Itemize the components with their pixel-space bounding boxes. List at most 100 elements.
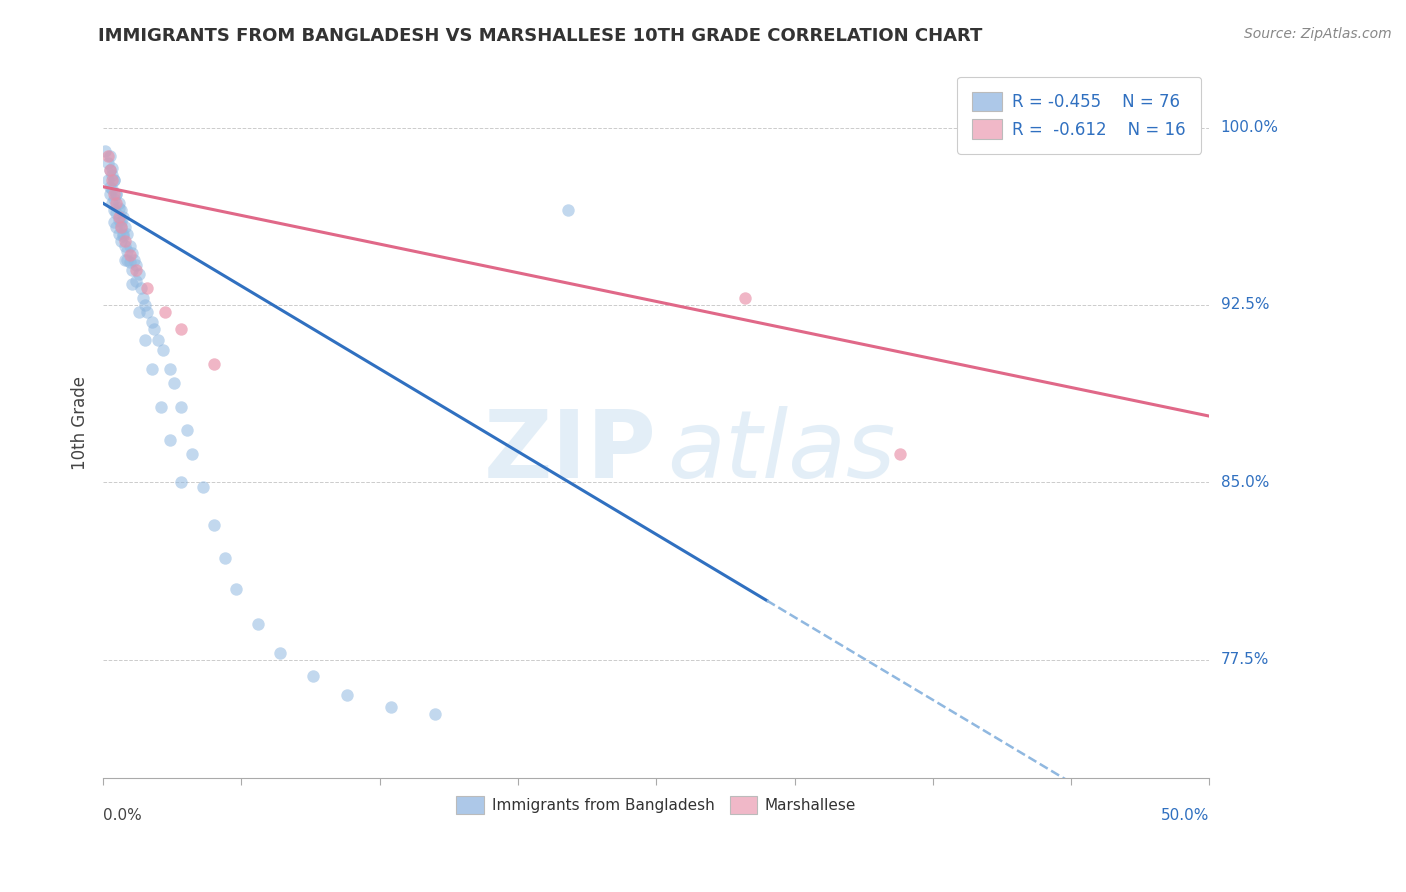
Point	[302, 669, 325, 683]
Point	[149, 400, 172, 414]
Point	[107, 211, 129, 225]
Point	[103, 192, 125, 206]
Point	[103, 203, 125, 218]
Point	[101, 182, 124, 196]
Point	[269, 646, 291, 660]
Point	[148, 334, 170, 348]
Legend: Immigrants from Bangladesh, Marshallese: Immigrants from Bangladesh, Marshallese	[450, 790, 862, 820]
Point	[117, 253, 139, 268]
Point	[107, 212, 129, 227]
Text: 85.0%: 85.0%	[1220, 475, 1268, 490]
Point	[110, 203, 132, 218]
Point	[94, 145, 117, 159]
Text: 77.5%: 77.5%	[1220, 652, 1268, 667]
Point	[114, 239, 136, 253]
Point	[159, 361, 181, 376]
Point	[96, 156, 118, 170]
Point	[112, 211, 135, 225]
Point	[247, 617, 270, 632]
Point	[110, 219, 132, 234]
Point	[122, 253, 145, 268]
Point	[118, 248, 141, 262]
Point	[110, 234, 132, 248]
Point	[98, 179, 121, 194]
Point	[128, 305, 150, 319]
Text: 0.0%: 0.0%	[103, 808, 142, 823]
Point	[129, 281, 152, 295]
Point	[734, 291, 756, 305]
Point	[141, 314, 163, 328]
Point	[107, 196, 129, 211]
Point	[112, 227, 135, 241]
Point	[101, 172, 124, 186]
Point	[107, 227, 129, 241]
Point	[103, 172, 125, 186]
Text: 100.0%: 100.0%	[1220, 120, 1278, 135]
Point	[169, 400, 191, 414]
Point	[103, 186, 125, 201]
Point	[163, 376, 186, 390]
Point	[114, 253, 136, 268]
Point	[169, 321, 191, 335]
Point	[132, 291, 155, 305]
Point	[176, 423, 198, 437]
Point	[557, 203, 579, 218]
Point	[202, 517, 225, 532]
Text: atlas: atlas	[668, 406, 896, 497]
Point	[98, 163, 121, 178]
Point	[169, 475, 191, 490]
Point	[380, 700, 402, 714]
Text: IMMIGRANTS FROM BANGLADESH VS MARSHALLESE 10TH GRADE CORRELATION CHART: IMMIGRANTS FROM BANGLADESH VS MARSHALLES…	[98, 27, 983, 45]
Point	[117, 244, 139, 258]
Point	[105, 219, 128, 234]
Point	[125, 258, 148, 272]
Point	[105, 196, 128, 211]
Point	[98, 186, 121, 201]
Point	[105, 206, 128, 220]
Point	[117, 227, 139, 241]
Point	[143, 321, 166, 335]
Point	[335, 688, 357, 702]
Point	[136, 281, 159, 295]
Point	[153, 305, 176, 319]
Point	[118, 239, 141, 253]
Text: Source: ZipAtlas.com: Source: ZipAtlas.com	[1244, 27, 1392, 41]
Point	[141, 361, 163, 376]
Point	[121, 246, 143, 260]
Point	[98, 149, 121, 163]
Point	[225, 582, 247, 596]
Point	[180, 447, 202, 461]
Point	[134, 334, 156, 348]
Point	[110, 215, 132, 229]
Point	[107, 201, 129, 215]
Point	[101, 168, 124, 182]
Point	[125, 262, 148, 277]
Point	[114, 219, 136, 234]
Point	[136, 305, 159, 319]
Point	[98, 163, 121, 178]
Point	[159, 433, 181, 447]
Point	[423, 707, 446, 722]
Point	[152, 343, 174, 357]
Point	[114, 234, 136, 248]
Point	[112, 229, 135, 244]
Point	[101, 196, 124, 211]
Text: 92.5%: 92.5%	[1220, 298, 1270, 312]
Point	[121, 262, 143, 277]
Point	[103, 172, 125, 186]
Point	[202, 357, 225, 371]
Point	[101, 161, 124, 175]
Point	[191, 480, 214, 494]
Point	[121, 277, 143, 291]
Y-axis label: 10th Grade: 10th Grade	[72, 376, 89, 470]
Point	[105, 186, 128, 201]
Point	[134, 298, 156, 312]
Point	[118, 255, 141, 269]
Text: ZIP: ZIP	[484, 406, 657, 498]
Text: 50.0%: 50.0%	[1161, 808, 1209, 823]
Point	[889, 447, 911, 461]
Point	[96, 172, 118, 186]
Point	[128, 267, 150, 281]
Point	[103, 215, 125, 229]
Point	[110, 219, 132, 234]
